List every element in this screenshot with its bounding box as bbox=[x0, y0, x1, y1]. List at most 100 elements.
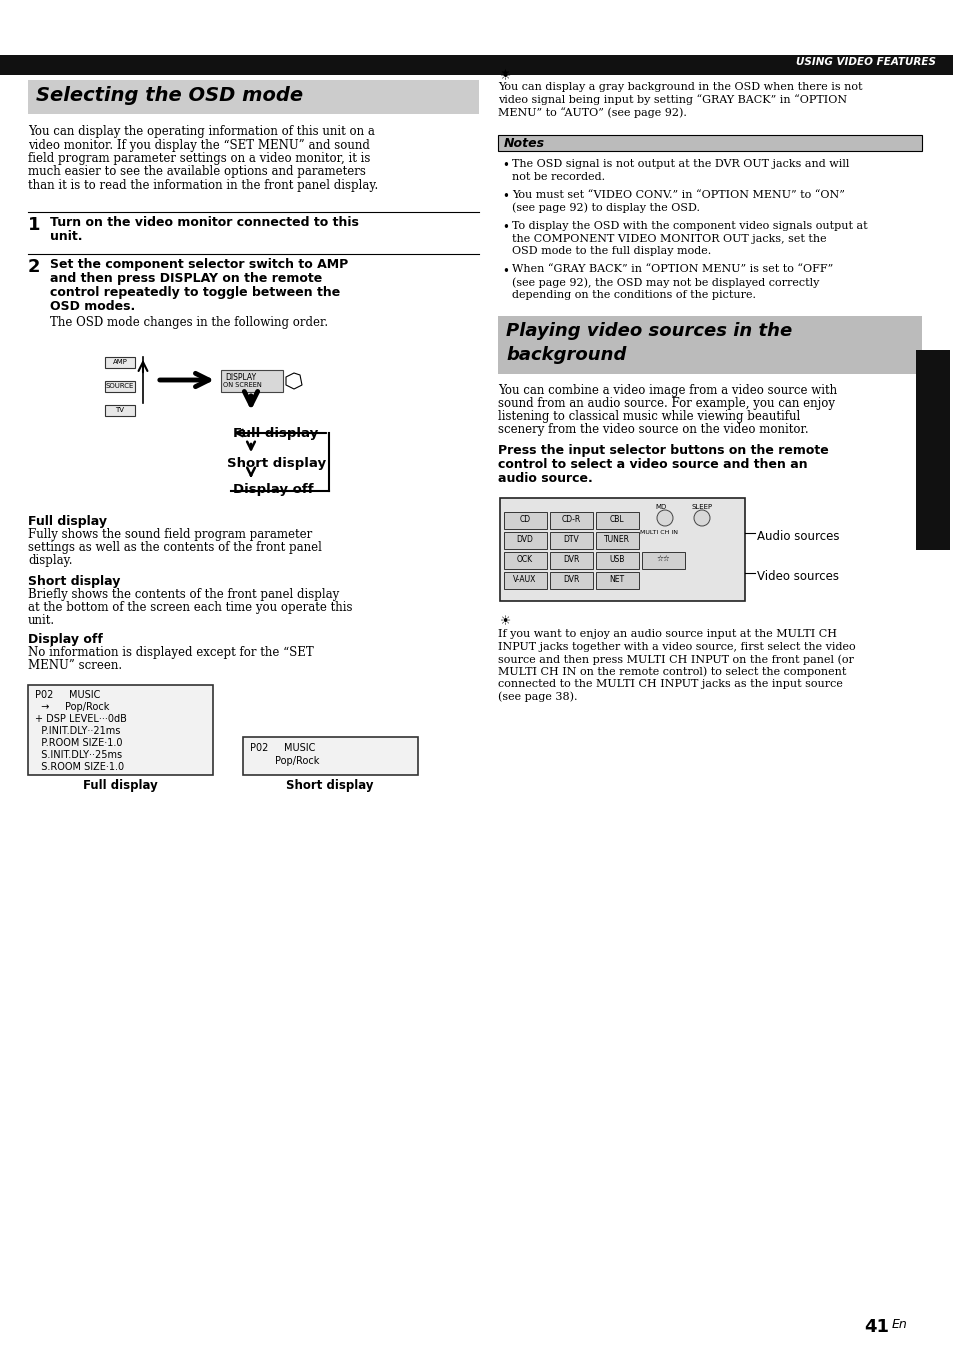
Text: MENU” to “AUTO” (see page 92).: MENU” to “AUTO” (see page 92). bbox=[497, 106, 686, 117]
Bar bbox=[596, 572, 639, 589]
Text: Selecting the OSD mode: Selecting the OSD mode bbox=[36, 86, 303, 105]
Text: MENU” screen.: MENU” screen. bbox=[28, 659, 122, 673]
Text: Fully shows the sound field program parameter: Fully shows the sound field program para… bbox=[28, 528, 312, 541]
Polygon shape bbox=[286, 373, 302, 390]
Bar bbox=[641, 551, 684, 569]
Text: OSD modes.: OSD modes. bbox=[50, 301, 135, 313]
Bar bbox=[221, 369, 283, 392]
Text: OSD mode to the full display mode.: OSD mode to the full display mode. bbox=[512, 245, 711, 256]
Bar bbox=[503, 551, 546, 569]
Text: Turn on the video monitor connected to this: Turn on the video monitor connected to t… bbox=[50, 216, 358, 229]
Text: Full display: Full display bbox=[233, 427, 318, 439]
Text: V-AUX: V-AUX bbox=[513, 576, 537, 584]
Text: MD: MD bbox=[655, 504, 665, 510]
Circle shape bbox=[693, 510, 709, 526]
Text: than it is to read the information in the front panel display.: than it is to read the information in th… bbox=[28, 179, 377, 191]
Text: ☆☆: ☆☆ bbox=[656, 555, 669, 563]
Text: not be recorded.: not be recorded. bbox=[512, 171, 604, 182]
Bar bbox=[105, 381, 135, 392]
Bar bbox=[550, 512, 593, 528]
Text: Full display: Full display bbox=[28, 515, 107, 528]
Text: You can combine a video image from a video source with: You can combine a video image from a vid… bbox=[497, 384, 836, 398]
Text: The OSD signal is not output at the DVR OUT jacks and will: The OSD signal is not output at the DVR … bbox=[512, 159, 848, 168]
Text: MULTI CH IN: MULTI CH IN bbox=[639, 530, 678, 535]
Text: ☀: ☀ bbox=[500, 615, 511, 628]
Text: CD: CD bbox=[518, 515, 530, 524]
Text: 1: 1 bbox=[28, 216, 40, 235]
Text: DVR: DVR bbox=[562, 555, 578, 563]
Bar bbox=[503, 512, 546, 528]
Text: CD-R: CD-R bbox=[560, 515, 580, 524]
Text: ON SCREEN: ON SCREEN bbox=[223, 381, 261, 388]
Bar bbox=[0, 55, 953, 75]
Text: unit.: unit. bbox=[50, 231, 82, 243]
Text: P.INIT.DLY··21ms: P.INIT.DLY··21ms bbox=[35, 727, 120, 736]
Bar bbox=[550, 572, 593, 589]
Text: DVD: DVD bbox=[516, 535, 533, 545]
Text: unit.: unit. bbox=[28, 613, 55, 627]
Bar bbox=[503, 572, 546, 589]
Text: OCK: OCK bbox=[517, 555, 533, 563]
Text: at the bottom of the screen each time you operate this: at the bottom of the screen each time yo… bbox=[28, 601, 352, 613]
Text: CBL: CBL bbox=[609, 515, 623, 524]
Bar bbox=[28, 685, 213, 775]
Text: + DSP LEVEL···0dB: + DSP LEVEL···0dB bbox=[35, 714, 127, 724]
Text: background: background bbox=[505, 346, 626, 364]
Bar bbox=[28, 80, 478, 115]
Text: If you want to enjoy an audio source input at the MULTI CH: If you want to enjoy an audio source inp… bbox=[497, 630, 836, 639]
Text: sound from an audio source. For example, you can enjoy: sound from an audio source. For example,… bbox=[497, 398, 834, 410]
Text: No information is displayed except for the “SET: No information is displayed except for t… bbox=[28, 646, 314, 659]
Text: TV: TV bbox=[115, 407, 125, 412]
Text: video monitor. If you display the “SET MENU” and sound: video monitor. If you display the “SET M… bbox=[28, 139, 370, 151]
Text: P02     MUSIC: P02 MUSIC bbox=[250, 743, 315, 754]
Text: audio source.: audio source. bbox=[497, 472, 592, 485]
Bar bbox=[550, 551, 593, 569]
Text: SLEEP: SLEEP bbox=[691, 504, 713, 510]
Text: •: • bbox=[501, 159, 508, 173]
Text: MULTI CH IN on the remote control) to select the component: MULTI CH IN on the remote control) to se… bbox=[497, 666, 845, 677]
Text: display.: display. bbox=[28, 554, 72, 568]
Text: control to select a video source and then an: control to select a video source and the… bbox=[497, 458, 807, 470]
Text: control repeatedly to toggle between the: control repeatedly to toggle between the bbox=[50, 286, 340, 299]
Text: •: • bbox=[501, 264, 508, 278]
Text: depending on the conditions of the picture.: depending on the conditions of the pictu… bbox=[512, 290, 755, 299]
Text: Audio sources: Audio sources bbox=[757, 530, 839, 543]
Text: and then press DISPLAY on the remote: and then press DISPLAY on the remote bbox=[50, 272, 322, 284]
Text: ★: ★ bbox=[499, 67, 508, 78]
Text: TUNER: TUNER bbox=[603, 535, 629, 545]
Text: the COMPONENT VIDEO MONITOR OUT jacks, set the: the COMPONENT VIDEO MONITOR OUT jacks, s… bbox=[512, 233, 825, 244]
Text: scenery from the video source on the video monitor.: scenery from the video source on the vid… bbox=[497, 423, 808, 435]
Text: DISPLAY: DISPLAY bbox=[225, 373, 255, 381]
Text: field program parameter settings on a video monitor, it is: field program parameter settings on a vi… bbox=[28, 152, 370, 164]
Text: Short display: Short display bbox=[286, 779, 374, 793]
Circle shape bbox=[657, 510, 672, 526]
Text: listening to classical music while viewing beautiful: listening to classical music while viewi… bbox=[497, 410, 800, 423]
Text: Short display: Short display bbox=[227, 457, 326, 470]
Text: To display the OSD with the component video signals output at: To display the OSD with the component vi… bbox=[512, 221, 866, 231]
Text: →     Pop/Rock: → Pop/Rock bbox=[35, 702, 110, 712]
Text: DTV: DTV bbox=[562, 535, 578, 545]
Text: USING VIDEO FEATURES: USING VIDEO FEATURES bbox=[795, 57, 935, 67]
Text: P02     MUSIC: P02 MUSIC bbox=[35, 690, 100, 700]
Text: ☀: ☀ bbox=[500, 70, 511, 84]
Bar bbox=[497, 315, 921, 373]
Text: (see page 92), the OSD may not be displayed correctly: (see page 92), the OSD may not be displa… bbox=[512, 276, 819, 287]
Text: 2: 2 bbox=[28, 257, 40, 276]
Text: When “GRAY BACK” in “OPTION MENU” is set to “OFF”: When “GRAY BACK” in “OPTION MENU” is set… bbox=[512, 264, 832, 275]
Bar bbox=[550, 532, 593, 549]
Bar bbox=[596, 551, 639, 569]
Text: Full display: Full display bbox=[83, 779, 157, 793]
Text: DVR: DVR bbox=[562, 576, 578, 584]
Text: •: • bbox=[501, 221, 508, 235]
Text: The OSD mode changes in the following order.: The OSD mode changes in the following or… bbox=[50, 315, 328, 329]
Bar bbox=[503, 532, 546, 549]
Text: INPUT jacks together with a video source, first select the video: INPUT jacks together with a video source… bbox=[497, 642, 855, 651]
Bar bbox=[596, 532, 639, 549]
Text: You can display the operating information of this unit on a: You can display the operating informatio… bbox=[28, 125, 375, 137]
Bar bbox=[915, 350, 949, 550]
Text: Notes: Notes bbox=[503, 137, 544, 150]
Bar bbox=[243, 737, 417, 775]
Text: settings as well as the contents of the front panel: settings as well as the contents of the … bbox=[28, 541, 321, 554]
Text: Pop/Rock: Pop/Rock bbox=[250, 756, 319, 766]
Text: source and then press MULTI CH INPUT on the front panel (or: source and then press MULTI CH INPUT on … bbox=[497, 654, 853, 665]
